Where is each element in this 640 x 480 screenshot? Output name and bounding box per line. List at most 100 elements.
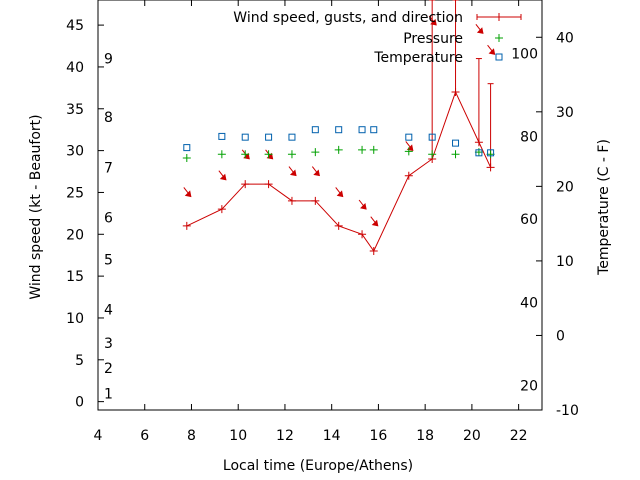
y2-tick-label: 40 <box>556 30 574 46</box>
temperature-point <box>311 126 319 134</box>
wind-speed-point <box>182 221 191 230</box>
fahrenheit-label: 80 <box>520 129 538 145</box>
y-tick-label: 15 <box>66 269 84 285</box>
wind-direction-arrowhead <box>360 202 367 210</box>
y-tick-label: 30 <box>66 144 84 160</box>
wind-direction-arrowhead <box>371 219 379 227</box>
y-axis-label: Wind speed (kt - Beaufort) <box>28 114 44 299</box>
wind-speed-point <box>334 221 343 230</box>
temperature-point <box>183 144 191 152</box>
wind-direction-arrowhead <box>289 169 297 177</box>
beaufort-label: 1 <box>104 386 113 402</box>
y-tick-label: 10 <box>66 311 84 327</box>
temperature-point <box>288 133 296 141</box>
x-tick-label: 12 <box>276 428 294 444</box>
x-tick-label: 18 <box>416 428 434 444</box>
beaufort-label: 9 <box>104 52 113 68</box>
beaufort-label: 4 <box>104 303 113 319</box>
pressure-series <box>182 145 495 163</box>
x-tick-label: 8 <box>187 428 196 444</box>
axis-tick-labels: 4 6 8 10 12 14 16 18 20 22051015202530354045-1001… <box>66 18 579 444</box>
y-tick-label: 45 <box>66 18 84 34</box>
temperature-point <box>428 133 436 141</box>
x-tick-label: 20 <box>463 428 481 444</box>
wind-series <box>182 0 496 256</box>
wind-speed-point <box>241 180 250 189</box>
x-tick-label: 10 <box>229 428 247 444</box>
pressure-point <box>451 150 460 159</box>
wind-speed-point <box>217 205 226 214</box>
wind-direction-arrowhead <box>430 18 437 26</box>
wind-speed-point <box>369 247 378 256</box>
wind-direction-arrowhead <box>336 190 344 198</box>
pressure-point <box>241 150 250 159</box>
temperature-point <box>358 126 366 134</box>
axis-ticks <box>97 0 542 411</box>
temperature-point <box>475 149 483 157</box>
y2-tick-label: 30 <box>556 105 574 121</box>
y2-tick-label: 20 <box>556 179 574 195</box>
y2-axis-label: Temperature (C - F) <box>596 139 612 276</box>
pressure-point <box>311 148 320 157</box>
fahrenheit-label: 20 <box>520 378 538 394</box>
y-tick-label: 25 <box>66 185 84 201</box>
legend-temperature-marker <box>495 53 503 61</box>
y-tick-label: 40 <box>66 60 84 76</box>
y2-tick-label: 10 <box>556 254 574 270</box>
beaufort-label: 7 <box>104 160 113 176</box>
beaufort-label: 8 <box>104 110 113 126</box>
beaufort-label: 3 <box>104 336 113 352</box>
wind-direction-arrowhead <box>184 190 192 198</box>
x-tick-label: 4 <box>94 428 103 444</box>
y2-tick-label: -10 <box>556 403 579 419</box>
beaufort-label: 6 <box>104 211 113 227</box>
fahrenheit-label: 40 <box>520 296 538 312</box>
wind-direction-arrowhead <box>476 27 484 34</box>
wind-speed-point <box>264 180 273 189</box>
beaufort-label: 2 <box>104 361 113 377</box>
temperature-point <box>452 139 460 147</box>
temperature-point <box>218 132 226 140</box>
wind-direction-arrowhead <box>313 169 320 177</box>
beaufort-label: 5 <box>104 252 113 268</box>
legend: Wind speed, gusts, and direction Pressure… <box>233 10 522 66</box>
pressure-point <box>264 150 273 159</box>
fahrenheit-scale-labels: 20 40 60 80 100 <box>511 47 538 395</box>
y-tick-label: 0 <box>75 395 84 411</box>
plot-frame <box>97 0 543 411</box>
pressure-point <box>369 145 378 154</box>
legend-label: Temperature <box>373 50 463 66</box>
wind-speed-point <box>404 171 413 180</box>
y-tick-label: 20 <box>66 227 84 243</box>
legend-label: Wind speed, gusts, and direction <box>233 10 463 26</box>
temperature-point <box>241 133 249 141</box>
temperature-series <box>183 126 495 157</box>
pressure-point <box>217 150 226 159</box>
temperature-point <box>487 149 495 157</box>
x-tick-label: 16 <box>370 428 388 444</box>
wind-direction-arrowhead <box>488 48 496 55</box>
pressure-point <box>358 145 367 154</box>
wind-speed-point <box>311 196 320 205</box>
plot-border <box>97 0 543 411</box>
fahrenheit-label: 100 <box>511 47 538 63</box>
x-tick-label: 14 <box>323 428 341 444</box>
pressure-point <box>404 147 413 156</box>
x-tick-label: 6 <box>140 428 149 444</box>
y2-tick-label: 0 <box>556 328 565 344</box>
temperature-point <box>370 126 378 134</box>
x-axis-label: Local time (Europe/Athens) <box>223 458 413 474</box>
pressure-point <box>334 145 343 154</box>
pressure-point <box>428 150 437 159</box>
fahrenheit-label: 60 <box>520 212 538 228</box>
x-tick-label: 22 <box>510 428 528 444</box>
y-tick-label: 5 <box>75 353 84 369</box>
temperature-point <box>265 133 273 141</box>
legend-pressure-marker <box>495 34 503 42</box>
pressure-point <box>182 154 191 163</box>
pressure-point <box>287 150 296 159</box>
y-tick-label: 35 <box>66 102 84 118</box>
legend-label: Pressure <box>403 31 463 47</box>
wind-direction-arrowhead <box>219 173 227 181</box>
